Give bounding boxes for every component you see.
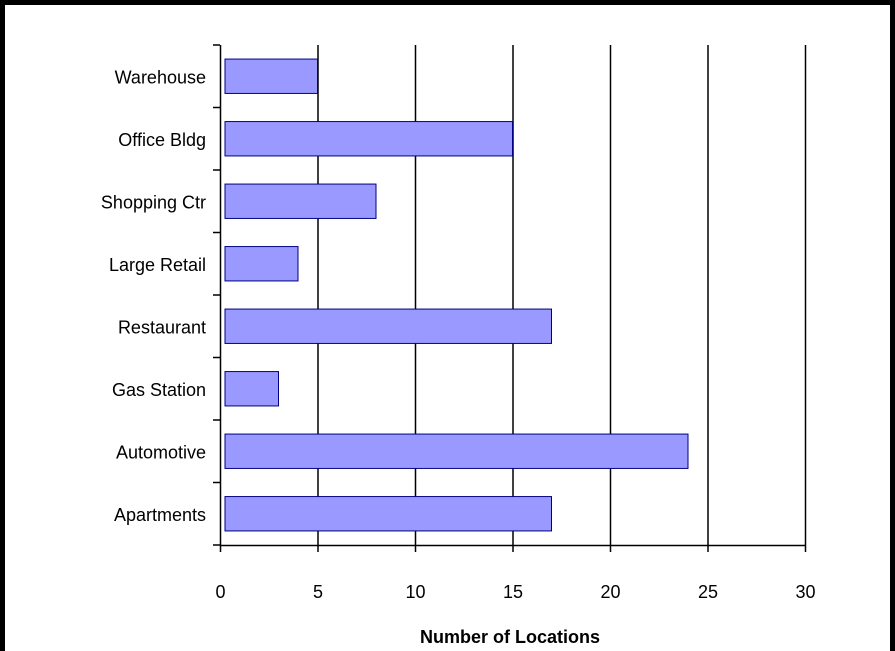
x-tick-label: 5 bbox=[313, 582, 323, 602]
y-tick-label: Office Bldg bbox=[118, 130, 206, 150]
bar-apartments bbox=[224, 496, 552, 532]
x-tick-label: 15 bbox=[503, 582, 523, 602]
axes bbox=[213, 44, 807, 552]
bar-gas-station bbox=[224, 371, 279, 407]
bar-shopping-ctr bbox=[224, 183, 377, 219]
y-tick-label: Shopping Ctr bbox=[101, 192, 206, 212]
bar-restaurant bbox=[224, 308, 552, 344]
bar-large-retail bbox=[224, 246, 299, 282]
y-tick-label: Warehouse bbox=[115, 67, 206, 87]
bars bbox=[224, 58, 689, 532]
bar-office-bldg bbox=[224, 121, 513, 157]
x-axis-title: Number of Locations bbox=[420, 627, 600, 647]
x-tick-label: 10 bbox=[405, 582, 425, 602]
y-tick-label: Apartments bbox=[114, 505, 206, 525]
y-tick-label: Automotive bbox=[116, 442, 206, 462]
grid-lines bbox=[317, 45, 807, 545]
y-tick-label: Gas Station bbox=[112, 380, 206, 400]
bar-automotive bbox=[224, 433, 689, 469]
x-tick-label: 25 bbox=[698, 582, 718, 602]
y-tick-label: Large Retail bbox=[109, 255, 206, 275]
bar-chart: 0 5 10 15 20 25 30 Warehouse Office Bldg Shopping… bbox=[101, 44, 816, 647]
x-tick-label: 20 bbox=[600, 582, 620, 602]
x-tick-label: 0 bbox=[215, 582, 225, 602]
tick-labels: 0 5 10 15 20 25 30 Warehouse Office Bldg Shopping… bbox=[101, 67, 816, 602]
x-tick-label: 30 bbox=[795, 582, 815, 602]
y-tick-label: Restaurant bbox=[118, 317, 206, 337]
bar-warehouse bbox=[224, 58, 318, 94]
